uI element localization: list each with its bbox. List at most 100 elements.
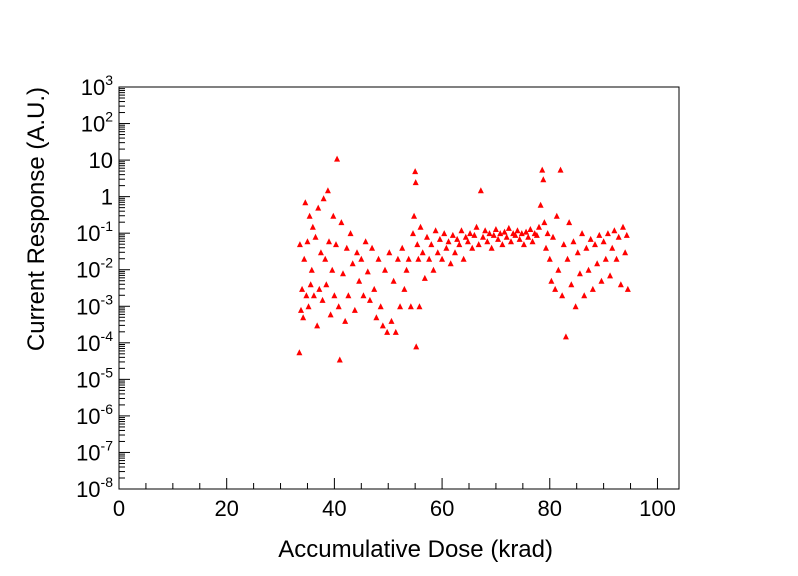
data-point bbox=[574, 249, 581, 256]
data-point bbox=[349, 260, 356, 267]
x-tick-label: 60 bbox=[430, 496, 454, 521]
data-point bbox=[568, 281, 575, 288]
data-point bbox=[492, 226, 499, 233]
data-point bbox=[314, 322, 321, 329]
data-point bbox=[413, 343, 420, 350]
y-tick-label: 10-2 bbox=[76, 255, 113, 283]
x-tick-label: 80 bbox=[538, 496, 562, 521]
data-point bbox=[544, 230, 551, 237]
data-point bbox=[594, 260, 601, 267]
data-point bbox=[336, 356, 343, 363]
data-point bbox=[497, 230, 504, 237]
data-point bbox=[559, 292, 566, 299]
data-point bbox=[499, 241, 506, 248]
data-point bbox=[604, 230, 611, 237]
y-tick-label: 10 bbox=[89, 148, 113, 173]
data-point bbox=[589, 285, 596, 292]
data-point bbox=[458, 227, 465, 234]
data-point bbox=[312, 233, 319, 240]
data-point bbox=[486, 230, 493, 237]
data-point bbox=[329, 266, 336, 273]
data-point bbox=[562, 333, 569, 340]
data-point bbox=[620, 223, 626, 230]
y-tick-exponent: -7 bbox=[101, 437, 114, 453]
data-point bbox=[354, 249, 360, 256]
y-tick-label: 10-4 bbox=[76, 328, 113, 356]
data-point bbox=[304, 238, 311, 245]
data-point bbox=[447, 260, 454, 267]
data-point bbox=[525, 233, 532, 240]
y-tick-label: 10-7 bbox=[76, 437, 113, 465]
data-point bbox=[555, 266, 562, 273]
data-point bbox=[576, 270, 583, 277]
x-tick-label: 0 bbox=[113, 496, 125, 521]
data-point bbox=[572, 303, 579, 310]
y-tick-exponent: 2 bbox=[105, 109, 113, 125]
data-point bbox=[296, 349, 303, 356]
data-point bbox=[539, 166, 546, 173]
y-tick-base: 10 bbox=[76, 221, 100, 246]
data-point bbox=[326, 238, 332, 245]
y-tick-label: 10-8 bbox=[76, 474, 113, 502]
data-point bbox=[371, 285, 378, 292]
data-point bbox=[462, 233, 469, 240]
data-point bbox=[624, 285, 631, 292]
data-point bbox=[306, 212, 313, 219]
data-point bbox=[452, 249, 458, 256]
data-point bbox=[315, 204, 322, 211]
data-point bbox=[412, 179, 419, 186]
data-point bbox=[323, 281, 330, 288]
data-point bbox=[430, 266, 437, 273]
data-point bbox=[520, 241, 527, 248]
data-point bbox=[436, 235, 443, 242]
data-point bbox=[566, 219, 573, 226]
data-point bbox=[394, 255, 401, 262]
data-point bbox=[508, 238, 514, 245]
data-point bbox=[560, 241, 567, 248]
data-point bbox=[540, 176, 547, 183]
x-axis-title: Accumulative Dose (krad) bbox=[278, 536, 553, 563]
x-tick-label: 20 bbox=[214, 496, 238, 521]
data-point bbox=[366, 296, 373, 303]
x-axis: 0 20 40 60 80 100 bbox=[113, 478, 676, 521]
y-tick-base: 10 bbox=[76, 440, 100, 465]
data-point bbox=[369, 244, 376, 251]
data-point bbox=[598, 277, 605, 284]
data-point bbox=[512, 231, 519, 238]
y-tick-exponent: -8 bbox=[101, 474, 114, 490]
data-point bbox=[379, 322, 386, 329]
data-point bbox=[469, 244, 476, 251]
y-tick-exponent: -3 bbox=[101, 291, 114, 307]
data-point bbox=[514, 227, 521, 234]
data-point bbox=[537, 201, 544, 208]
data-point bbox=[421, 274, 428, 281]
data-point bbox=[495, 235, 502, 242]
data-point bbox=[607, 272, 614, 279]
data-point bbox=[414, 241, 421, 248]
data-point bbox=[564, 255, 571, 262]
data-point bbox=[553, 212, 560, 219]
y-tick-base: 10 bbox=[76, 294, 100, 319]
data-point bbox=[340, 270, 346, 277]
y-tick-base: 1 bbox=[101, 185, 113, 210]
y-tick-exponent: -6 bbox=[101, 401, 114, 417]
plot-frame bbox=[118, 86, 680, 490]
data-point bbox=[523, 228, 530, 235]
data-point bbox=[467, 230, 474, 237]
data-point bbox=[319, 296, 326, 303]
data-point bbox=[342, 317, 349, 324]
data-point bbox=[373, 314, 380, 321]
data-point bbox=[401, 285, 408, 292]
y-axis: 10-810-710-610-510-410-310-210-111010210… bbox=[76, 72, 130, 502]
data-point bbox=[623, 231, 630, 238]
data-point bbox=[609, 244, 616, 251]
y-tick-label: 1 bbox=[101, 185, 113, 210]
y-tick-label: 10-1 bbox=[76, 218, 113, 246]
data-point bbox=[416, 303, 423, 310]
y-tick-base: 10 bbox=[76, 331, 100, 356]
data-point bbox=[300, 314, 307, 321]
data-point bbox=[303, 292, 310, 299]
data-point bbox=[351, 306, 358, 313]
y-tick-base: 10 bbox=[81, 75, 105, 100]
